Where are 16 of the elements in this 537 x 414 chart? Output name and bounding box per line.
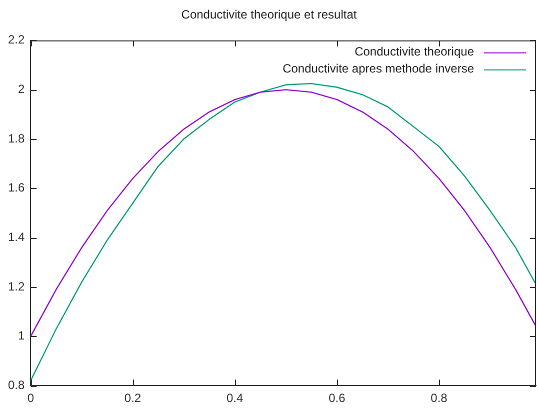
y-tick-label: 1 [18, 328, 25, 343]
x-tick-label: 0 [27, 391, 34, 406]
y-tick-label: 1.4 [8, 230, 25, 244]
x-tick-label: 0.4 [226, 391, 244, 406]
chart-title: Conductivite theorique et resultat [181, 8, 358, 22]
y-tick-label: 1.6 [8, 180, 25, 195]
y-tick-label: 1.2 [8, 279, 25, 294]
x-tick-label: 0.8 [430, 391, 448, 406]
x-tick-label: 0.6 [328, 391, 346, 406]
y-tick-label: 0.8 [8, 378, 25, 392]
legend-label: Conductivite apres methode inverse [282, 62, 474, 76]
legend-label: Conductivite theorique [354, 44, 474, 59]
y-tick-label: 2.2 [8, 32, 25, 47]
y-tick-label: 1.8 [8, 131, 25, 146]
y-tick-label: 2 [18, 82, 25, 96]
x-tick-label: 0.2 [124, 391, 142, 406]
